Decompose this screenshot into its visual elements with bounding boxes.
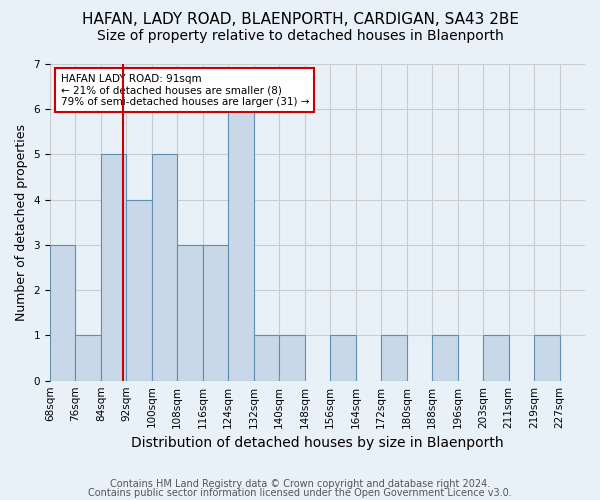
Text: HAFAN, LADY ROAD, BLAENPORTH, CARDIGAN, SA43 2BE: HAFAN, LADY ROAD, BLAENPORTH, CARDIGAN, … xyxy=(82,12,518,28)
Bar xyxy=(381,336,407,380)
Bar xyxy=(483,336,509,380)
Bar xyxy=(101,154,127,380)
X-axis label: Distribution of detached houses by size in Blaenporth: Distribution of detached houses by size … xyxy=(131,436,504,450)
Bar xyxy=(50,245,76,380)
Y-axis label: Number of detached properties: Number of detached properties xyxy=(15,124,28,321)
Text: Contains public sector information licensed under the Open Government Licence v3: Contains public sector information licen… xyxy=(88,488,512,498)
Bar xyxy=(152,154,178,380)
Text: Contains HM Land Registry data © Crown copyright and database right 2024.: Contains HM Land Registry data © Crown c… xyxy=(110,479,490,489)
Bar xyxy=(178,245,203,380)
Bar xyxy=(330,336,356,380)
Bar xyxy=(203,245,228,380)
Bar xyxy=(254,336,279,380)
Bar xyxy=(279,336,305,380)
Bar xyxy=(76,336,101,380)
Bar xyxy=(432,336,458,380)
Bar xyxy=(127,200,152,380)
Text: Size of property relative to detached houses in Blaenporth: Size of property relative to detached ho… xyxy=(97,29,503,43)
Bar xyxy=(228,109,254,380)
Text: HAFAN LADY ROAD: 91sqm
← 21% of detached houses are smaller (8)
79% of semi-deta: HAFAN LADY ROAD: 91sqm ← 21% of detached… xyxy=(61,74,309,106)
Bar xyxy=(534,336,560,380)
